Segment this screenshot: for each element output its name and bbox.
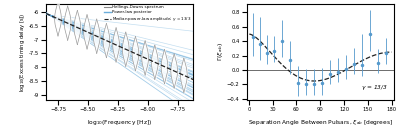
X-axis label: log$_{10}$(Frequency [Hz]): log$_{10}$(Frequency [Hz]) (87, 118, 152, 127)
Y-axis label: log$_{10}$(Excess timing delay [s]): log$_{10}$(Excess timing delay [s]) (18, 12, 28, 92)
Text: $\gamma$ = 13/3: $\gamma$ = 13/3 (361, 83, 388, 92)
X-axis label: Separation Angle Between Pulsars, $\xi_{ab}$ [degrees]: Separation Angle Between Pulsars, $\xi_{… (248, 118, 393, 127)
Legend: Hellings-Downs spectrum, Power-law posterior, Median power-law amplitude; $\gamm: Hellings-Downs spectrum, Power-law poste… (104, 5, 192, 24)
Y-axis label: $\Gamma(\xi_{ab})$: $\Gamma(\xi_{ab})$ (216, 43, 226, 61)
